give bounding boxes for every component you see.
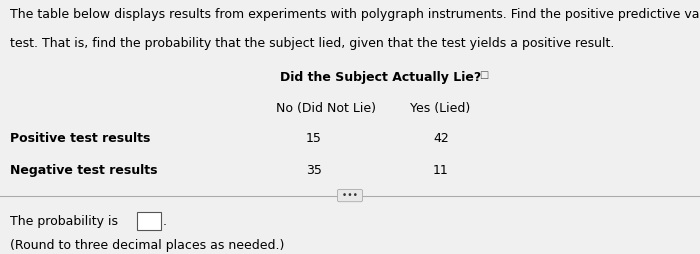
Text: The table below displays results from experiments with polygraph instruments. Fi: The table below displays results from ex…: [10, 8, 700, 21]
Text: test. That is, find the probability that the subject lied, given that the test y: test. That is, find the probability that…: [10, 37, 615, 50]
Text: Did the Subject Actually Lie?: Did the Subject Actually Lie?: [280, 71, 482, 84]
Text: Yes (Lied): Yes (Lied): [410, 102, 470, 115]
FancyBboxPatch shape: [136, 212, 161, 230]
Text: 11: 11: [433, 164, 449, 177]
Text: Positive test results: Positive test results: [10, 132, 151, 145]
Text: □: □: [480, 70, 489, 80]
Text: (Round to three decimal places as needed.): (Round to three decimal places as needed…: [10, 239, 285, 252]
Text: No (Did Not Lie): No (Did Not Lie): [276, 102, 377, 115]
Text: Negative test results: Negative test results: [10, 164, 158, 177]
Text: 42: 42: [433, 132, 449, 145]
Text: 15: 15: [306, 132, 321, 145]
Text: •••: •••: [339, 191, 361, 200]
Text: The probability is: The probability is: [10, 215, 118, 228]
Text: 35: 35: [306, 164, 321, 177]
Text: .: .: [162, 215, 167, 228]
